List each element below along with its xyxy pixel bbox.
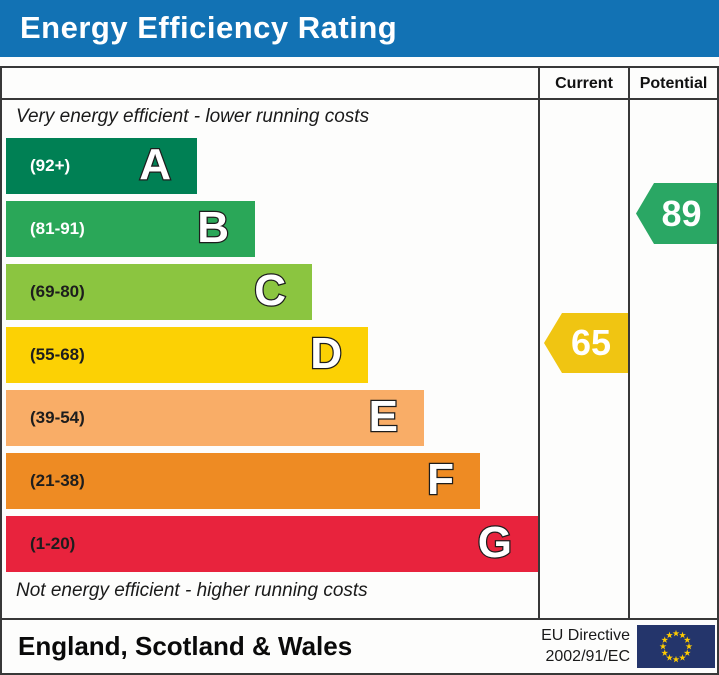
title-bar: Energy Efficiency Rating [0,0,719,57]
band-e-range: (39-54) [30,408,85,427]
potential-column-header: Potential [639,75,708,92]
band-c-range: (69-80) [30,282,85,301]
page-title: Energy Efficiency Rating [20,10,398,45]
band-e: (39-54) E [6,390,424,446]
rating-table: Current Potential Very energy efficient … [0,66,719,675]
potential-column-divider [628,68,630,618]
bottom-caption: Not energy efficient - higher running co… [16,580,368,601]
current-column-header: Current [555,75,613,92]
band-d-letter: D [309,328,343,380]
band-g-range: (1-20) [30,534,76,553]
potential-rating-arrow: 89 [636,183,717,244]
eu-flag-icon [637,625,715,668]
band-a-letter: A [138,139,172,191]
eu-directive-line1: EU Directive [541,627,630,644]
band-b: (81-91) B [6,201,255,257]
band-b-letter: B [196,202,230,254]
region-label: England, Scotland & Wales [18,631,353,661]
band-f: (21-38) F [6,453,480,509]
band-f-range: (21-38) [30,471,85,490]
footer-divider-line [2,618,717,620]
band-e-letter: E [367,391,399,443]
top-caption: Very energy efficient - lower running co… [16,106,370,127]
band-g: (1-20) G [6,516,538,572]
band-a-range: (92+) [30,156,71,175]
band-d-range: (55-68) [30,345,85,364]
potential-rating-value: 89 [661,193,702,234]
header-divider-line [2,98,717,100]
band-d: (55-68) D [6,327,368,383]
band-f-letter: F [426,454,455,506]
current-rating-value: 65 [570,322,612,363]
current-rating-arrow: 65 [544,313,628,373]
eu-directive-label: EU Directive 2002/91/EC [541,625,630,667]
eu-directive-line2: 2002/91/EC [545,648,630,665]
band-c-letter: C [253,265,287,317]
band-b-range: (81-91) [30,219,85,238]
band-a: (92+) A [6,138,197,194]
current-column-divider [538,68,540,618]
band-c: (69-80) C [6,264,312,320]
band-g-letter: G [477,517,514,569]
